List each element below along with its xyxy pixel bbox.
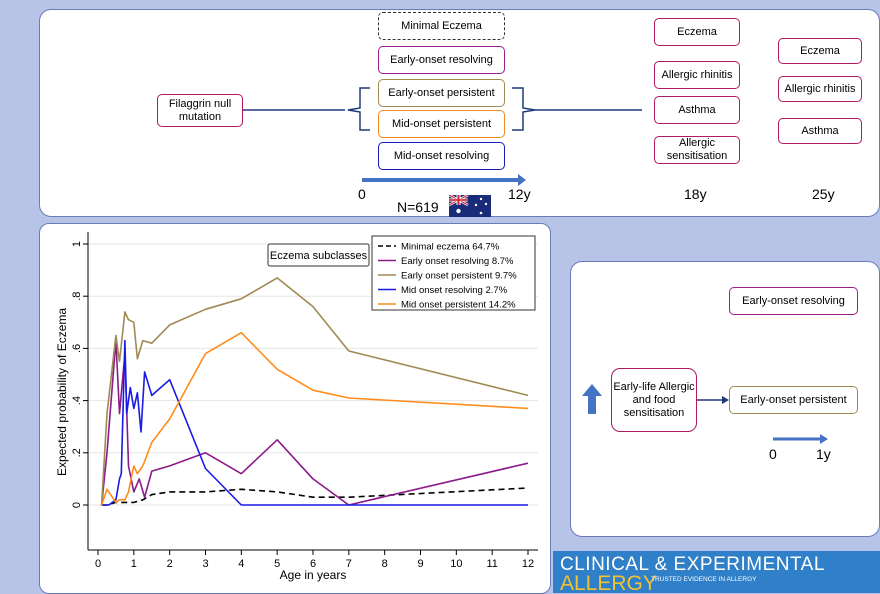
x-tick-label: 6 [310,558,316,570]
journal-logo: CLINICAL & EXPERIMENTAL ALLERGY TRUSTED … [553,551,880,593]
x-tick-label: 9 [417,558,423,570]
legend-label: Early onset persistent 9.7% [401,271,517,282]
outcome-18y-eczema: Eczema [654,18,740,46]
timeline-12y-label: 12y [508,186,531,202]
right-timeline-arrow-head [820,434,828,444]
filaggrin-box: Filaggrin null mutation [157,94,243,127]
top-connectors [243,87,642,186]
outcome-18y-sensitisation: Allergic sensitisation [654,136,740,164]
y-tick-label: .6 [71,344,83,353]
legend-label: Mid onset resolving 2.7% [401,285,508,296]
timeline-18y-label: 18y [684,186,707,202]
up-arrow-icon [582,384,602,414]
subclass-minimal: Minimal Eczema [378,12,505,40]
outcome-18y-rhinitis: Allergic rhinitis [654,61,740,89]
legend-label: Early onset resolving 8.7% [401,256,514,267]
x-tick-label: 3 [202,558,208,570]
series-line-1 [100,339,529,506]
left-brace [347,87,370,131]
x-tick-label: 8 [382,558,388,570]
x-tick-label: 1 [131,558,137,570]
y-axis-label: Expected probability of Eczema [55,308,69,476]
legend-label: Minimal eczema 64.7% [401,242,500,253]
subclass-mid-persistent: Mid-onset persistent [378,110,505,138]
subclass-early-persistent: Early-onset persistent [378,79,505,107]
y-tick-label: .2 [71,448,83,457]
x-tick-label: 7 [346,558,352,570]
timeline-arrow-head [518,174,526,186]
connector-arrow-head [722,396,729,404]
right-arrows [582,384,828,444]
timeline-25y-label: 25y [812,186,835,202]
outcome-25y-eczema: Eczema [778,38,862,64]
x-tick-label: 2 [167,558,173,570]
x-tick-label: 10 [450,558,462,570]
x-tick-label: 4 [238,558,244,570]
y-tick-label: .4 [71,396,83,405]
x-tick-label: 12 [522,558,534,570]
series-line-2 [100,277,529,506]
annotation-box [267,243,370,267]
outcome-18y-asthma: Asthma [654,96,740,124]
legend-label: Mid onset persistent 14.2% [401,300,516,311]
right-timeline-end: 1y [816,446,831,462]
subclass-early-resolving: Early-onset resolving [378,46,505,74]
australia-flag-icon [449,195,491,217]
logo-line2: ALLERGY [560,572,657,593]
right-timeline-start: 0 [769,446,777,462]
x-axis-label: Age in years [280,568,347,582]
y-tick-label: 0 [71,502,83,508]
y-tick-label: 1 [71,241,83,247]
outcome-25y-rhinitis: Allergic rhinitis [778,76,862,102]
timeline-start-label: 0 [358,186,366,202]
legend-box [371,235,536,311]
right-persistent-box: Early-onset persistent [729,386,858,414]
sample-size-label: N=619 [397,199,439,215]
y-tick-label: .8 [71,292,83,301]
logo-tagline: TRUSTED EVIDENCE IN ALLERGY [651,576,757,583]
right-resolving-box: Early-onset resolving [729,287,858,315]
series-line-0 [101,487,529,506]
x-tick-label: 5 [274,558,280,570]
series-line-4 [100,331,529,506]
subclass-mid-resolving: Mid-onset resolving [378,142,505,170]
logo-line1: CLINICAL & EXPERIMENTAL [560,554,825,575]
early-life-box: Early-life Allergic and food sensitisati… [611,368,697,432]
series-line-3 [101,339,528,506]
x-tick-label: 11 [486,558,497,570]
annotation-label: Eczema subclasses [270,250,368,262]
x-tick-label: 0 [95,558,101,570]
outcome-25y-asthma: Asthma [778,118,862,144]
